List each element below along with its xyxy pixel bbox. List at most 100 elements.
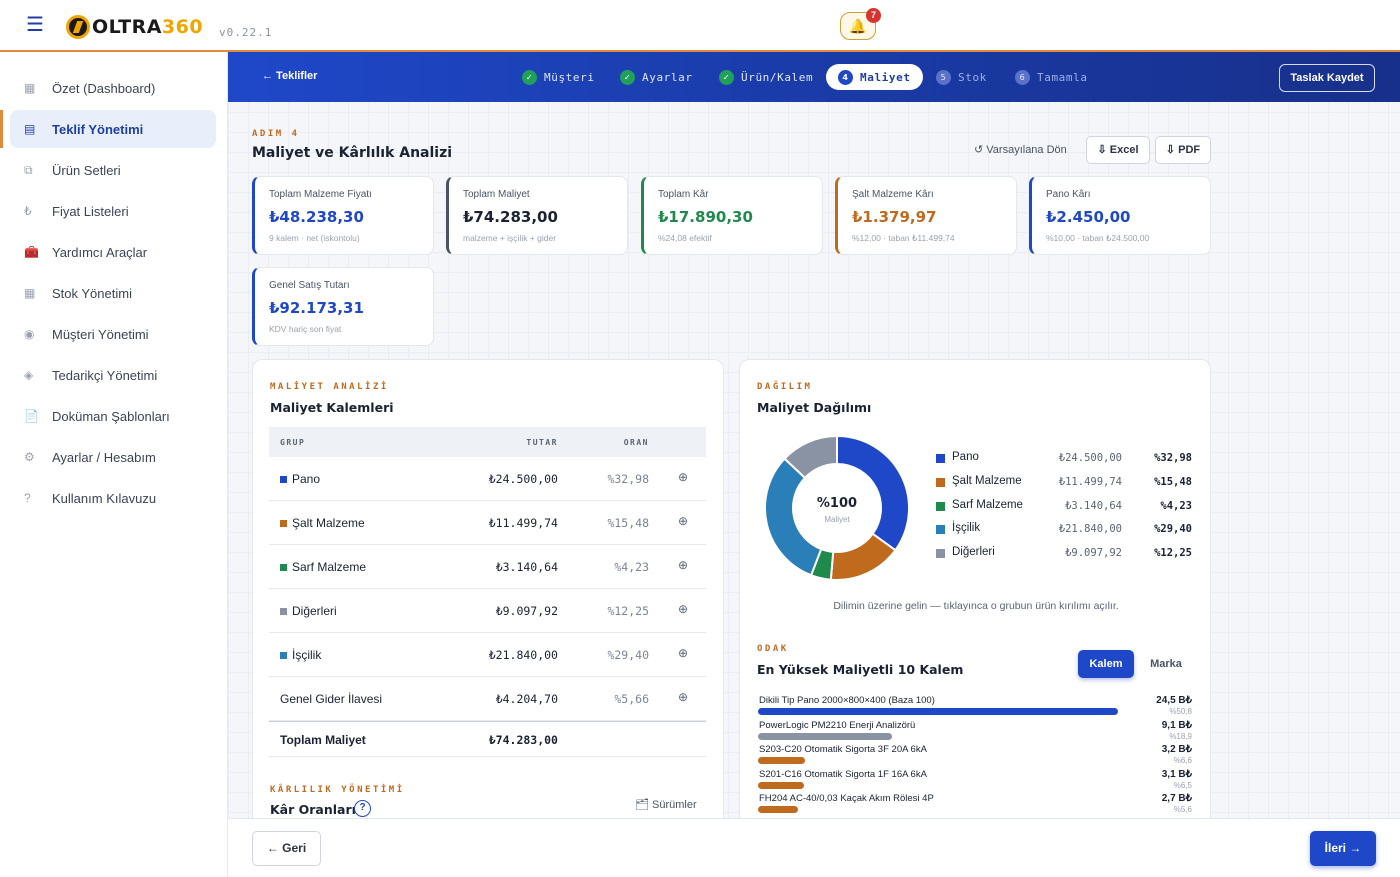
legend-name: Şalt Malzeme bbox=[952, 474, 1022, 487]
profit-help-icon[interactable]: ? bbox=[354, 800, 371, 817]
distribution-eyebrow: DAĞILIM bbox=[757, 382, 813, 392]
cost-items-panel: MALİYET ANALİZİ Maliyet Kalemleri GRUP T… bbox=[252, 359, 724, 829]
logo-mark-icon bbox=[66, 15, 90, 39]
legend-name: Diğerleri bbox=[952, 546, 995, 559]
sidebar-item-label: Ayarlar / Hesabım bbox=[52, 449, 156, 465]
expand-row-icon[interactable]: ⊕ bbox=[677, 470, 688, 484]
sidebar-item-label: Fiyat Listeleri bbox=[52, 203, 129, 219]
expand-row-icon[interactable]: ⊕ bbox=[677, 514, 688, 528]
sidebar-item-label: Ürün Setleri bbox=[52, 162, 121, 178]
legend-percent: %32,98 bbox=[1154, 452, 1192, 464]
sidebar-item-label: Kullanım Kılavuzu bbox=[52, 490, 157, 506]
back-to-quotes-link[interactable]: ← Teklifler bbox=[262, 70, 318, 82]
col-ratio: ORAN bbox=[623, 438, 649, 447]
row-ratio: %4,23 bbox=[614, 560, 649, 574]
step-label: Maliyet bbox=[860, 70, 911, 84]
sidebar-item-label: Özet (Dashboard) bbox=[52, 80, 156, 96]
next-button[interactable]: İleri → bbox=[1310, 831, 1376, 866]
legend-item[interactable]: Diğerleri ₺9.097,92 %12,25 bbox=[936, 546, 1192, 562]
document-icon: ▤ bbox=[24, 122, 36, 136]
step-label: Tamamla bbox=[1037, 70, 1088, 84]
top-item-row[interactable]: PowerLogic PM2210 Enerji Analizörü 9,1 B₺… bbox=[758, 720, 1192, 744]
versions-button[interactable]: 🗂 Sürümler bbox=[635, 799, 697, 811]
sidebar-item-4[interactable]: 🧰 Yardımcı Araçlar bbox=[10, 233, 216, 271]
donut-center-label: Maliyet bbox=[824, 515, 850, 524]
back-button[interactable]: ← Geri bbox=[252, 831, 321, 866]
legend-item[interactable]: Pano ₺24.500,00 %32,98 bbox=[936, 451, 1192, 467]
step-eyebrow: ADIM 4 bbox=[252, 129, 300, 139]
legend-swatch bbox=[936, 549, 945, 559]
top-item-row[interactable]: FH204 AC-40/0,03 Kaçak Akım Rölesi 4P 2,7… bbox=[758, 793, 1192, 817]
top-bar: ☰ OLTRA360 v0.22.1 🔔 7 bbox=[0, 0, 1400, 52]
expand-row-icon[interactable]: ⊕ bbox=[677, 558, 688, 572]
sidebar: ▦ Özet (Dashboard) ▤ Teklif Yönetimi ⧉ Ürün S… bbox=[0, 52, 228, 877]
stock-icon: ▦ bbox=[24, 286, 36, 300]
cost-panel-title: Maliyet Kalemleri bbox=[270, 400, 394, 415]
group-label: Genel Gider İlavesi bbox=[280, 692, 383, 706]
set-icon: ⧉ bbox=[24, 162, 33, 177]
app-logo[interactable]: OLTRA360 bbox=[66, 14, 203, 40]
distribution-hint: Dilimin üzerine gelin — tıklayınca o gru… bbox=[833, 600, 1119, 612]
group-label: Pano bbox=[292, 472, 321, 486]
table-header: GRUP TUTAR ORAN bbox=[269, 427, 706, 457]
donut-slice-0[interactable] bbox=[836, 434, 910, 552]
cost-donut-chart[interactable] bbox=[756, 427, 918, 589]
top-item-name: FH204 AC-40/0,03 Kaçak Akım Rölesi 4P bbox=[759, 793, 934, 804]
group-label: Diğerleri bbox=[292, 604, 337, 618]
sidebar-item-2[interactable]: ⧉ Ürün Setleri bbox=[10, 151, 216, 189]
toggle-brand-button[interactable]: Marka bbox=[1150, 658, 1182, 670]
kpi-subtext: %12,00 · taban ₺11.499,74 bbox=[852, 233, 955, 243]
table-row: Pano ₺24.500,00 %32,98 ⊕ bbox=[269, 457, 706, 501]
excel-export-button[interactable]: ⇩ Excel bbox=[1086, 136, 1150, 164]
focus-eyebrow: ODAK bbox=[757, 644, 789, 654]
step-1[interactable]: ✓ Ayarlar bbox=[620, 66, 693, 88]
legend-item[interactable]: İşçilik ₺21.840,00 %29,40 bbox=[936, 522, 1192, 538]
save-draft-button[interactable]: Taslak Kaydet bbox=[1279, 64, 1375, 92]
expand-row-icon[interactable]: ⊕ bbox=[677, 646, 688, 660]
reset-defaults-link[interactable]: ↺ Varsayılana Dön bbox=[974, 144, 1067, 156]
pdf-export-button[interactable]: ⇩ PDF bbox=[1155, 136, 1211, 164]
group-color-swatch bbox=[280, 563, 287, 571]
expand-row-icon[interactable]: ⊕ bbox=[677, 690, 688, 704]
sidebar-item-5[interactable]: ▦ Stok Yönetimi bbox=[10, 274, 216, 312]
kpi-label: Şalt Malzeme Kârı bbox=[852, 189, 934, 200]
step-label: Müşteri bbox=[544, 70, 595, 84]
step-2[interactable]: ✓ Ürün/Kalem bbox=[719, 66, 813, 88]
supplier-icon: ◈ bbox=[24, 368, 34, 382]
step-0[interactable]: ✓ Müşteri bbox=[522, 66, 595, 88]
sidebar-item-3[interactable]: ₺ Fiyat Listeleri bbox=[10, 192, 216, 230]
expand-row-icon[interactable]: ⊕ bbox=[677, 602, 688, 616]
legend-amount: ₺3.140,64 bbox=[1065, 499, 1122, 512]
sidebar-item-0[interactable]: ▦ Özet (Dashboard) bbox=[10, 69, 216, 107]
top-item-row[interactable]: S203-C20 Otomatik Sigorta 3F 20A 6kA 3,2 … bbox=[758, 744, 1192, 768]
row-amount: ₺9.097,92 bbox=[495, 604, 558, 618]
row-group: Diğerleri bbox=[280, 604, 337, 618]
step-label: Stok bbox=[958, 70, 987, 84]
top-item-row[interactable]: Dikili Tip Pano 2000×800×400 (Baza 100) 2… bbox=[758, 695, 1192, 719]
top-item-value: 24,5 B₺ bbox=[1156, 695, 1192, 706]
table-row: Şalt Malzeme ₺11.499,74 %15,48 ⊕ bbox=[269, 501, 706, 545]
sidebar-item-9[interactable]: ⚙ Ayarlar / Hesabım bbox=[10, 438, 216, 476]
sidebar-item-8[interactable]: 📄 Doküman Şablonları bbox=[10, 397, 216, 435]
step-5[interactable]: 6 Tamamla bbox=[1015, 66, 1088, 88]
sidebar-item-10[interactable]: ? Kullanım Kılavuzu bbox=[10, 479, 216, 517]
hamburger-menu-icon[interactable]: ☰ bbox=[26, 14, 44, 36]
top-item-row[interactable]: S201-C16 Otomatik Sigorta 1F 16A 6kA 3,1 … bbox=[758, 769, 1192, 793]
app-version: v0.22.1 bbox=[219, 26, 273, 39]
total-amount: ₺74.283,00 bbox=[488, 733, 558, 747]
dashboard-icon: ▦ bbox=[24, 81, 36, 95]
sidebar-item-1[interactable]: ▤ Teklif Yönetimi bbox=[10, 110, 216, 148]
step-marker-icon: ✓ bbox=[719, 69, 734, 85]
template-icon: 📄 bbox=[24, 409, 39, 423]
legend-item[interactable]: Şalt Malzeme ₺11.499,74 %15,48 bbox=[936, 475, 1192, 491]
sidebar-item-6[interactable]: ◉ Müşteri Yönetimi bbox=[10, 315, 216, 353]
donut-slice-4[interactable] bbox=[783, 434, 838, 480]
total-label: Toplam Maliyet bbox=[280, 733, 366, 747]
kpi-value: ₺17.890,30 bbox=[658, 208, 753, 226]
step-3[interactable]: 4 Maliyet bbox=[826, 64, 923, 90]
toggle-item-button[interactable]: Kalem bbox=[1078, 650, 1134, 678]
sidebar-item-7[interactable]: ◈ Tedarikçi Yönetimi bbox=[10, 356, 216, 394]
legend-item[interactable]: Sarf Malzeme ₺3.140,64 %4,23 bbox=[936, 499, 1192, 515]
settings-icon: ⚙ bbox=[24, 450, 35, 464]
step-4[interactable]: 5 Stok bbox=[936, 66, 987, 88]
